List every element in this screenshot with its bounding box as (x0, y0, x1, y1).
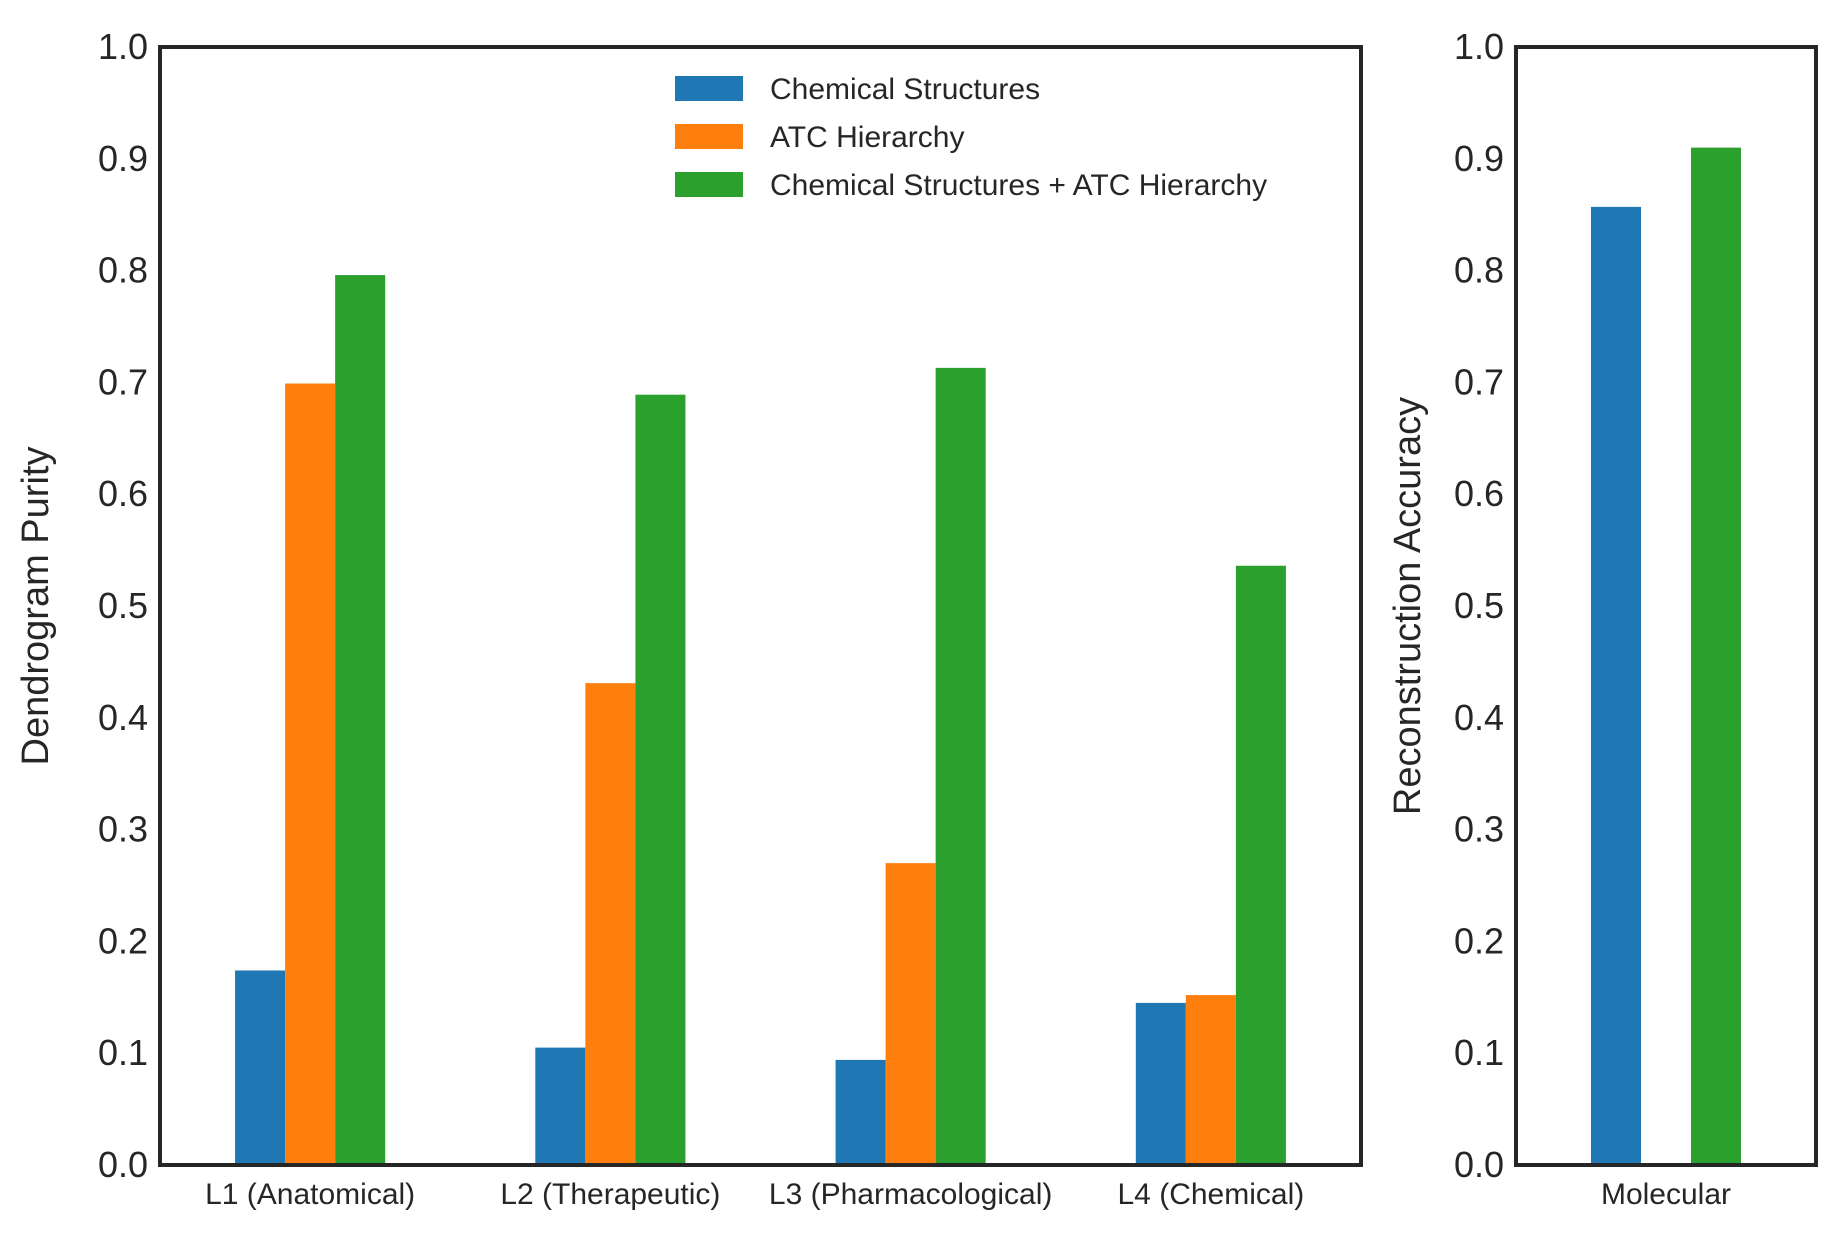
bar-chemical-structures-l1-anatomical (235, 970, 286, 1165)
left-chart-panel: 0.0 0.1 0.2 0.3 0.4 0.5 0.6 0.7 0.8 0.9 1.0 L1 (An… (15, 26, 1363, 1211)
bar-chemical-structures-l2-therapeutic (535, 1047, 586, 1165)
right-y-tick-label: 0.7 (1454, 361, 1504, 402)
legend: Chemical Structures ATC Hierarchy Chemic… (675, 73, 1267, 202)
left-plot-frame (158, 45, 1363, 1167)
left-y-tick-label: 0.2 (98, 920, 148, 961)
x-tick-label-l4-chemical: L4 (Chemical) (1118, 1178, 1305, 1211)
legend-label-chemical-structures: Chemical Structures (770, 73, 1040, 106)
left-y-tick-label: 0.3 (98, 809, 148, 850)
left-y-tick-label: 0.1 (98, 1032, 148, 1073)
legend-swatch-combined (675, 172, 743, 197)
bar-chemical-structures-atc-hierarchy-l1-anatomical (335, 275, 386, 1165)
left-y-tick-label: 0.9 (98, 138, 148, 179)
bar-chemical-structures-atc-hierarchy-molecular (1691, 147, 1741, 1165)
right-y-ticks: 0.0 0.1 0.2 0.3 0.4 0.5 0.6 0.7 0.8 0.9 1.0 (1454, 26, 1504, 1185)
right-y-tick-label: 0.9 (1454, 138, 1504, 179)
bar-atc-hierarchy-l2-therapeutic (585, 683, 636, 1165)
left-y-tick-label: 0.6 (98, 473, 148, 514)
x-tick-label-l1-anatomical: L1 (Anatomical) (205, 1178, 415, 1211)
left-y-ticks: 0.0 0.1 0.2 0.3 0.4 0.5 0.6 0.7 0.8 0.9 1.0 (98, 26, 148, 1185)
left-y-tick-label: 0.4 (98, 697, 148, 738)
x-tick-label-molecular: Molecular (1601, 1178, 1731, 1211)
bar-chemical-structures-l3-pharmacological (835, 1059, 886, 1165)
right-y-tick-label: 0.3 (1454, 809, 1504, 850)
bar-chemical-structures-atc-hierarchy-l2-therapeutic (635, 394, 686, 1165)
left-y-tick-label: 0.7 (98, 361, 148, 402)
bar-chemical-structures-l4-chemical (1135, 1002, 1186, 1165)
bar-chemical-structures-molecular (1591, 206, 1641, 1165)
right-y-axis-title: Reconstruction Accuracy (1387, 397, 1429, 815)
right-plot-frame (1514, 45, 1818, 1167)
right-bars (1591, 147, 1741, 1165)
legend-label-combined: Chemical Structures + ATC Hierarchy (770, 169, 1267, 202)
right-y-tick-label: 0.1 (1454, 1032, 1504, 1073)
right-y-tick-label: 0.4 (1454, 697, 1504, 738)
legend-label-atc-hierarchy: ATC Hierarchy (770, 121, 964, 154)
right-x-ticks: Molecular (1601, 1178, 1731, 1211)
bar-atc-hierarchy-l4-chemical (1185, 995, 1236, 1165)
bar-atc-hierarchy-l3-pharmacological (885, 863, 936, 1165)
right-y-tick-label: 0.5 (1454, 585, 1504, 626)
legend-swatch-atc-hierarchy (675, 124, 743, 149)
right-y-tick-label: 0.2 (1454, 920, 1504, 961)
bar-chemical-structures-atc-hierarchy-l3-pharmacological (935, 367, 986, 1166)
left-x-ticks: L1 (Anatomical) L2 (Therapeutic) L3 (Pharm… (205, 1178, 1304, 1211)
right-y-tick-label: 0.6 (1454, 473, 1504, 514)
bar-atc-hierarchy-l1-anatomical (285, 383, 336, 1165)
right-chart-panel: 0.0 0.1 0.2 0.3 0.4 0.5 0.6 0.7 0.8 0.9 1.0 Molecu… (1387, 26, 1818, 1211)
left-y-tick-label: 0.5 (98, 585, 148, 626)
left-bars (235, 275, 1286, 1166)
right-y-tick-label: 1.0 (1454, 26, 1504, 67)
right-y-tick-label: 0.0 (1454, 1144, 1504, 1185)
right-y-tick-label: 0.8 (1454, 250, 1504, 291)
bar-chemical-structures-atc-hierarchy-l4-chemical (1235, 565, 1286, 1165)
legend-swatch-chemical-structures (675, 76, 743, 101)
left-y-axis-title: Dendrogram Purity (15, 447, 57, 766)
left-y-tick-label: 0.8 (98, 250, 148, 291)
x-tick-label-l2-therapeutic: L2 (Therapeutic) (500, 1178, 720, 1211)
left-y-tick-label: 1.0 (98, 26, 148, 67)
x-tick-label-l3-pharmacological: L3 (Pharmacological) (769, 1178, 1052, 1211)
left-y-tick-label: 0.0 (98, 1144, 148, 1185)
